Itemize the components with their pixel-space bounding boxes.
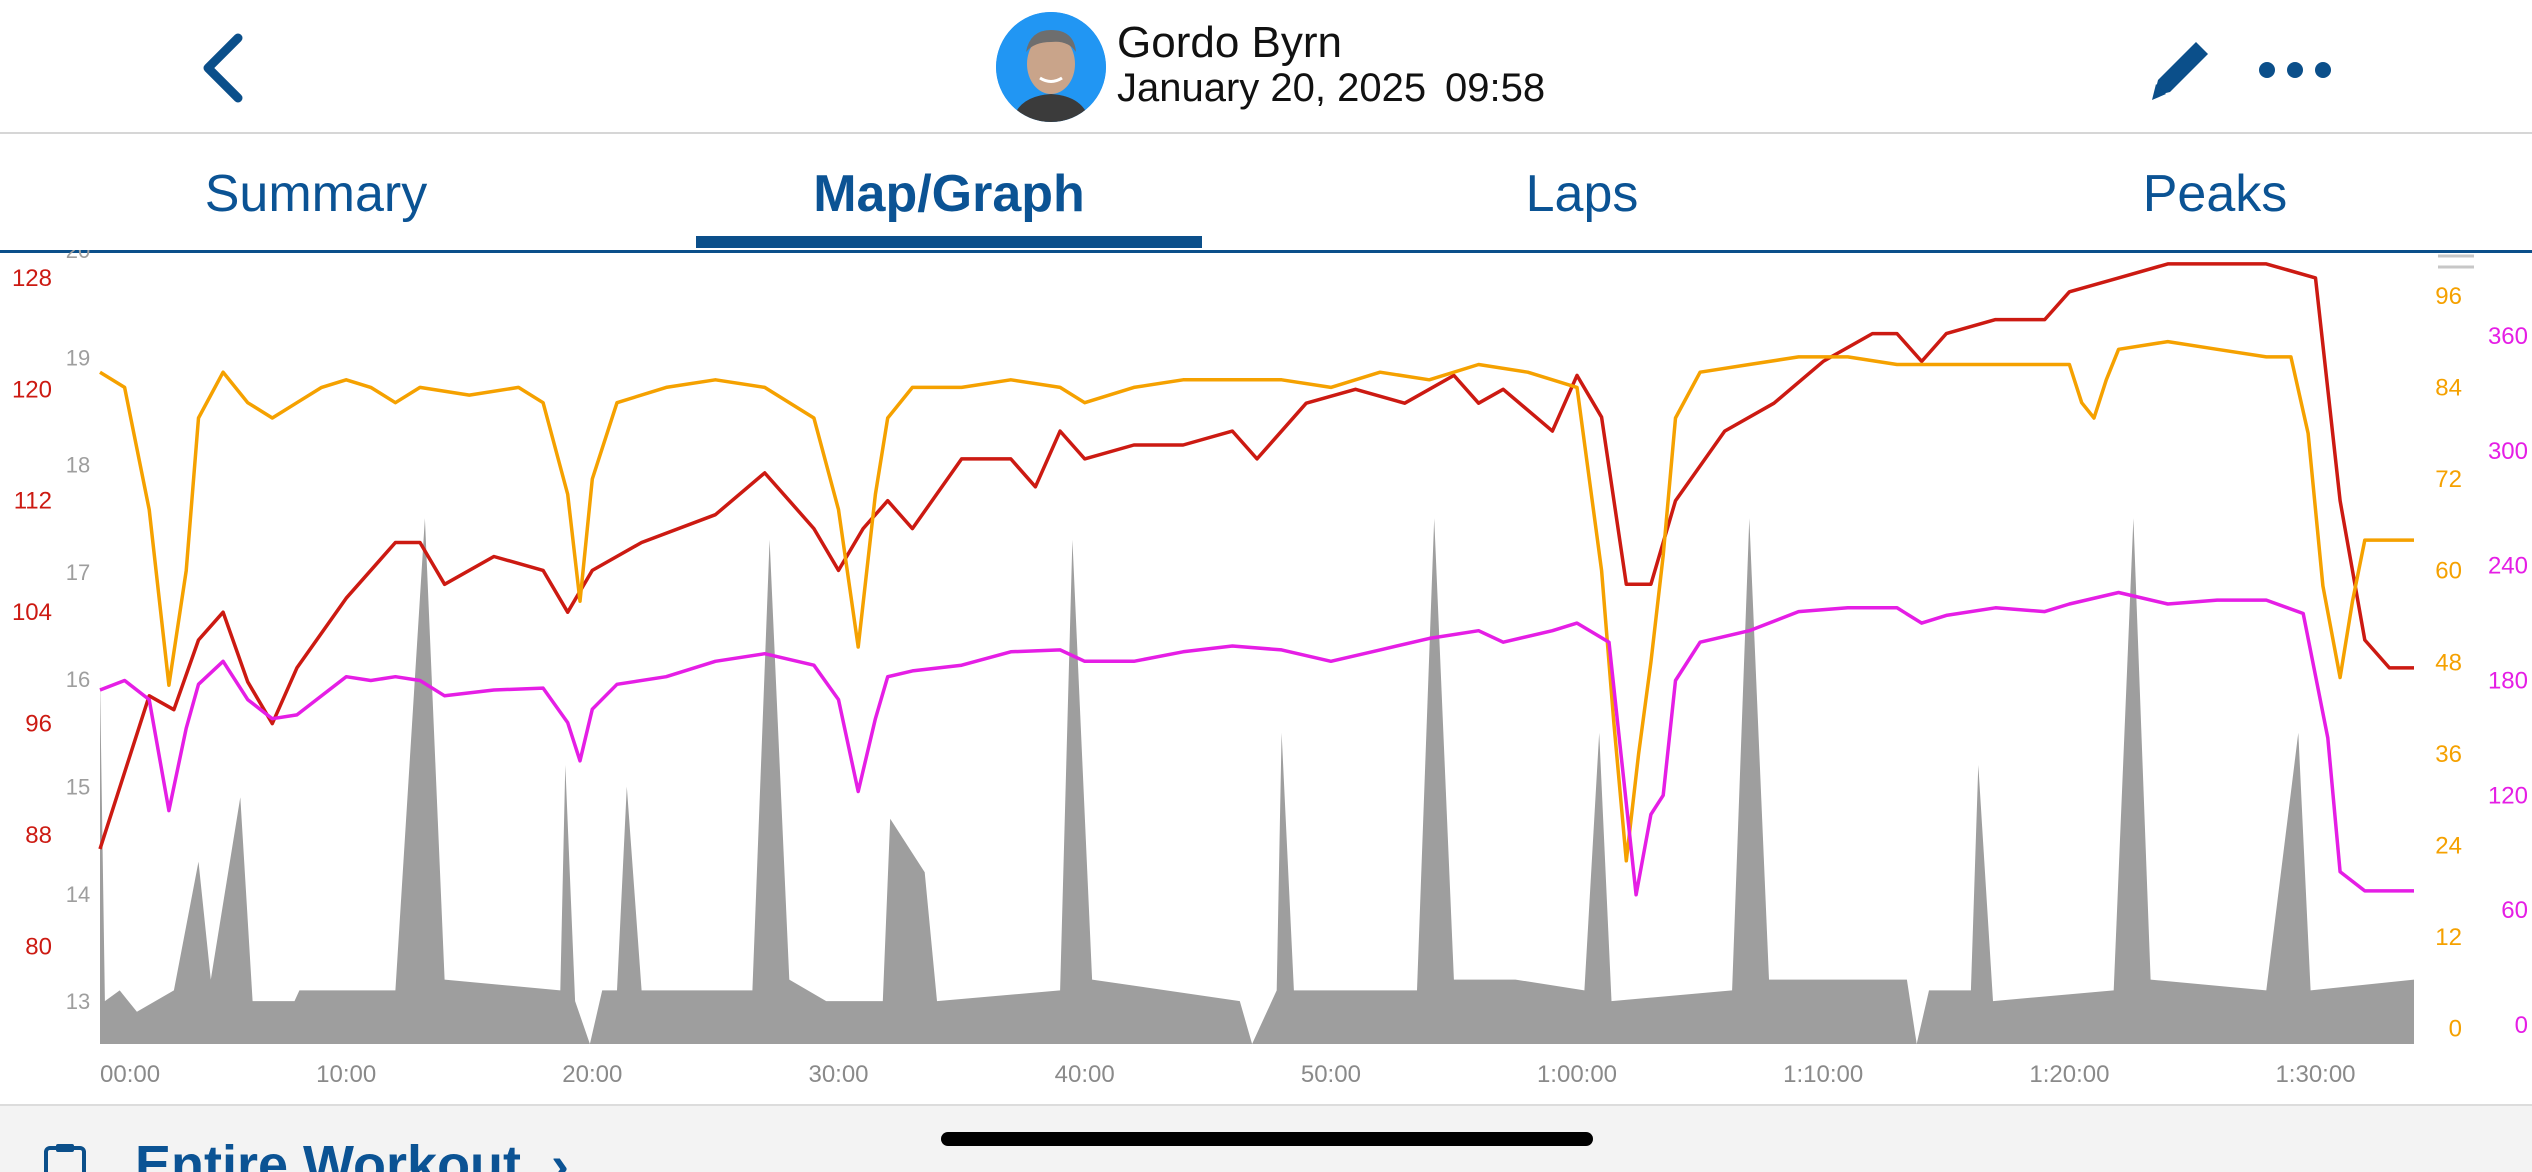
elevation-tick-label: 13 [66,989,90,1014]
heart_rate-tick-label: 88 [25,822,52,849]
clipboard-icon [44,1144,86,1172]
x-tick-label: 10:00 [316,1061,376,1088]
power-tick-label: 240 [2488,553,2528,580]
elevation-tick-label: 19 [66,345,90,370]
segment-title[interactable]: Entire Workout › [135,1134,569,1172]
x-tick-label: 20:00 [562,1061,622,1088]
tab-map-graph[interactable]: Map/Graph [813,165,1085,223]
power-tick-label: 60 [2501,897,2528,924]
x-tick-label: 40:00 [1055,1061,1115,1088]
heart_rate-line [98,262,2414,850]
tab-summary[interactable]: Summary [204,165,428,223]
cadence-tick-label: 84 [2435,374,2462,401]
elevation-tick-label: 18 [66,453,90,478]
avatar-photo-icon [996,12,1106,122]
heart_rate-tick-label: 96 [25,711,52,738]
heart_rate-tick-label: 80 [25,934,52,961]
power-tick-label: 0 [2515,1012,2528,1039]
cadence-tick-label: 96 [2435,283,2462,310]
x-tick-label: 50:00 [1301,1061,1361,1088]
athlete-name: Gordo Byrn [1117,18,1342,67]
workout-time: 09:58 [1445,66,1546,110]
pencil-icon[interactable] [2140,30,2220,110]
chevron-left-icon[interactable] [190,28,260,108]
power-tick-label: 120 [2488,782,2528,809]
chevron-right-icon: › [536,1135,570,1172]
cadence-tick-label: 60 [2435,558,2462,585]
elevation-tick-label: 15 [66,775,90,800]
cadence-tick-label: 72 [2435,466,2462,493]
segment-label: Entire Workout [135,1135,522,1172]
cadence-line [99,339,2414,863]
x-tick-label: 00:00 [100,1061,160,1088]
graph-menu-icon[interactable] [2438,254,2474,269]
elevation-tick-label: 16 [66,667,90,692]
avatar[interactable] [996,12,1106,122]
cadence-tick-label: 12 [2435,924,2462,951]
cadence-tick-label: 0 [2449,1016,2462,1043]
elevation-tick-label: 14 [66,882,90,907]
heart_rate-tick-label: 120 [12,376,52,403]
workout-date: January 20, 2025 [1117,66,1427,110]
x-tick-label: 1:10:00 [1783,1061,1863,1088]
ellipsis-icon[interactable] [2255,40,2335,100]
power-tick-label: 180 [2488,668,2528,695]
cadence-tick-label: 36 [2435,741,2462,768]
x-tick-label: 1:30:00 [2275,1061,2355,1088]
active-tab-indicator [696,236,1202,248]
elevation-tick-label: 20 [66,250,90,263]
x-tick-label: 1:20:00 [2029,1061,2109,1088]
heart_rate-tick-label: 104 [12,599,52,626]
x-tick-label: 1:00:00 [1537,1061,1617,1088]
workout-segment-bar[interactable]: Entire Workout › [0,1104,2532,1172]
home-indicator [941,1132,1593,1146]
cadence-tick-label: 24 [2435,833,2462,860]
tab-laps[interactable]: Laps [1525,165,1639,223]
cadence-tick-label: 48 [2435,649,2462,676]
tab-peaks[interactable]: Peaks [2142,165,2288,223]
elevation-area [100,518,2414,1044]
power-tick-label: 360 [2488,323,2528,350]
workout-header: Gordo Byrn January 20, 2025 09:58 [0,0,2532,134]
power-tick-label: 300 [2488,438,2528,465]
tab-bar: Summary Map/Graph Laps Peaks [0,134,2532,253]
power-line [99,590,2414,897]
workout-graph[interactable]: 13 14 15 16 17 18 19 20 80 88 96 104 112 120 128 0 12 24 3… [0,250,2532,1104]
heart_rate-tick-label: 112 [14,488,52,515]
heart_rate-tick-label: 128 [12,265,52,292]
elevation-tick-label: 17 [66,560,90,585]
x-tick-label: 30:00 [808,1061,868,1088]
